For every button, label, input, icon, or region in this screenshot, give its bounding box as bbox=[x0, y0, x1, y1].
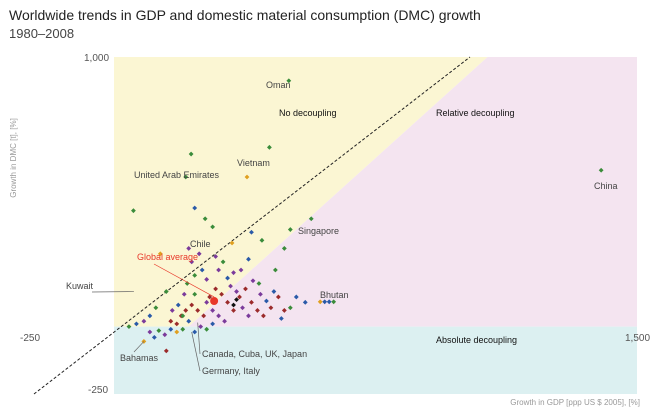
label-kuwait: Kuwait bbox=[66, 281, 94, 291]
x-tick-label-right: 1,500 bbox=[625, 333, 650, 344]
y-tick-label-top: 1,000 bbox=[84, 53, 109, 64]
label-canada-cuba-uk-japan: Canada, Cuba, UK, Japan bbox=[202, 349, 307, 359]
label-china: China bbox=[594, 181, 618, 191]
region-label-no-decoupling: No decoupling bbox=[279, 108, 337, 118]
label-chile: Chile bbox=[190, 239, 211, 249]
region-backgrounds bbox=[114, 57, 637, 394]
region-label-absolute-decoupling: Absolute decoupling bbox=[436, 335, 517, 345]
x-axis-label: Growth in GDP [ppp US $ 2005], [%] bbox=[510, 398, 640, 407]
label-singapore: Singapore bbox=[298, 226, 339, 236]
label-vietnam: Vietnam bbox=[237, 158, 270, 168]
y-tick-label-bottom: -250 bbox=[88, 385, 108, 396]
label-oman: Oman bbox=[266, 80, 291, 90]
x-tick-label-left: -250 bbox=[20, 333, 40, 344]
region-label-relative-decoupling: Relative decoupling bbox=[436, 108, 515, 118]
label-global-average: Global average bbox=[137, 252, 198, 262]
y-axis-label: Growth in DMC [t], [%] bbox=[9, 118, 18, 198]
label-bahamas: Bahamas bbox=[120, 353, 159, 363]
label-germany-italy: Germany, Italy bbox=[202, 366, 260, 376]
label-bhutan: Bhutan bbox=[320, 290, 349, 300]
global-average-marker bbox=[210, 297, 218, 305]
label-uae: United Arab Emirates bbox=[134, 170, 220, 180]
scatter-chart: 1,000 -250 -250 1,500 Growth in DMC [t],… bbox=[0, 0, 660, 409]
